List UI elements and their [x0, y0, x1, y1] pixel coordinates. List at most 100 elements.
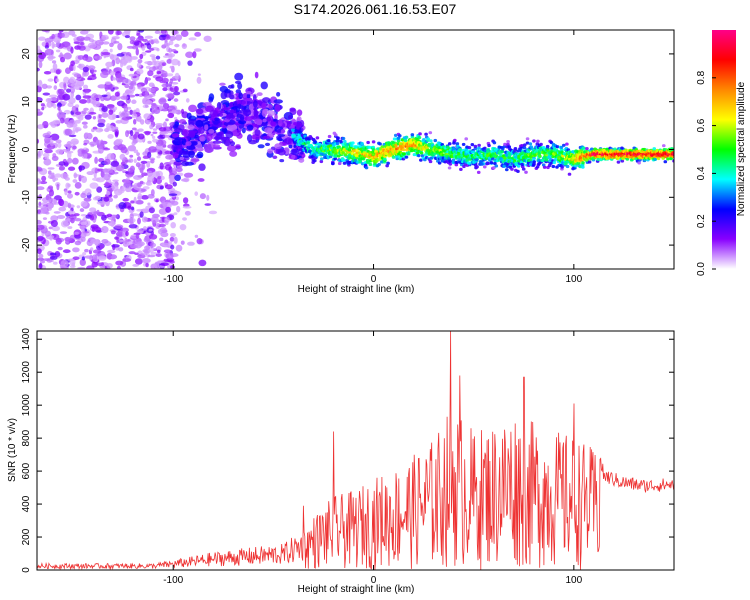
- spectrogram-cell: [585, 146, 589, 151]
- spectrogram-cell: [43, 71, 52, 75]
- spectrogram-cell: [152, 131, 158, 134]
- spectrogram-cell: [87, 65, 96, 71]
- spectrogram-cell: [64, 236, 73, 242]
- spectrogram-cell: [142, 186, 150, 190]
- spectrogram-cell: [62, 249, 71, 254]
- spectrogram-cell: [79, 175, 84, 178]
- spectrogram-cell: [404, 155, 409, 159]
- x-tick-label: 100: [565, 274, 582, 285]
- y-tick-label: -10: [21, 190, 32, 205]
- spectrogram-cell: [79, 30, 89, 35]
- spectrogram-cell: [49, 252, 57, 256]
- spectrogram-cell: [419, 158, 423, 162]
- spectrogram-cell: [500, 147, 505, 151]
- spectrogram-cell: [196, 76, 202, 84]
- spectrogram-cell: [167, 98, 172, 102]
- spectrogram-cell: [482, 165, 487, 169]
- spectrogram-cell: [155, 199, 159, 203]
- spectrogram-cell: [56, 111, 66, 119]
- spectrogram-cell: [175, 244, 183, 252]
- spectrogram-cell: [74, 104, 80, 108]
- spectrogram-cell: [132, 263, 139, 267]
- spectrogram-cell: [131, 127, 137, 131]
- spectrogram-cell: [277, 149, 286, 156]
- spectrogram-cell: [55, 237, 62, 245]
- spectrogram-cell: [416, 154, 421, 158]
- spectrogram-cell: [287, 129, 293, 137]
- spectrogram-cell: [171, 133, 180, 138]
- colorbar: 0.0 0.2 0.4 0.6 0.8 Normalized spectral ampl…: [696, 30, 747, 276]
- spectrogram-cell: [124, 35, 131, 39]
- spectrogram-cell: [55, 78, 60, 83]
- spectrogram-cell: [69, 264, 76, 269]
- spectrogram-cell: [44, 156, 49, 160]
- spectrogram-cell: [291, 128, 295, 132]
- spectrogram-cell: [260, 81, 268, 90]
- spectrogram-cell: [91, 254, 98, 262]
- spectrogram-cell: [92, 126, 98, 130]
- spectrogram-cell: [164, 184, 173, 190]
- spectrogram-cell: [102, 51, 111, 56]
- spectrogram-cell: [82, 66, 89, 73]
- spectrogram-cell: [157, 175, 162, 180]
- spectrogram-cell: [652, 147, 657, 151]
- spectrogram-cell: [113, 194, 118, 199]
- spectrogram-cell: [336, 136, 340, 140]
- spectrogram-cell: [150, 242, 154, 249]
- spectrogram-cell: [313, 140, 318, 144]
- spectrogram-cell: [37, 235, 44, 242]
- spectrogram-cell: [120, 95, 129, 100]
- spectrogram-cell: [347, 148, 352, 152]
- spectrogram-cell: [475, 165, 479, 169]
- spectrogram-cell: [111, 184, 119, 192]
- spectrogram-cell: [73, 174, 80, 177]
- spectrogram-cell: [229, 141, 236, 146]
- spectrogram-cell: [97, 84, 107, 89]
- spectrogram-cell: [82, 252, 87, 256]
- spectrogram-cell: [208, 128, 215, 134]
- spectrogram-cell: [470, 143, 475, 147]
- spectrogram-cell: [326, 155, 330, 159]
- spectrogram-cell: [134, 258, 143, 265]
- spectrogram-cell: [447, 142, 452, 146]
- spectrogram-cell: [107, 30, 114, 35]
- spectrogram-cell: [77, 150, 82, 157]
- spectrogram-cell: [153, 109, 161, 114]
- spectrogram-cell: [101, 94, 108, 98]
- spectrogram-cell: [130, 80, 137, 85]
- spectrogram-cell: [67, 157, 73, 164]
- spectrogram-cell: [352, 149, 357, 153]
- spectrogram-cell: [253, 118, 263, 125]
- spectrogram-cell: [637, 161, 641, 165]
- spectrogram-cell: [229, 94, 235, 100]
- spectrogram-cell: [571, 150, 575, 154]
- spectrogram-cell: [148, 207, 155, 214]
- spectrogram-cell: [95, 177, 105, 183]
- spectrogram-cell: [39, 181, 48, 185]
- spectrogram-cell: [174, 43, 180, 48]
- spectrogram-cell: [105, 91, 111, 99]
- spectrogram-cell: [97, 122, 105, 128]
- spectrogram-cell: [52, 103, 57, 109]
- spectrogram-cell: [178, 150, 187, 156]
- spectrogram-cell: [150, 216, 159, 224]
- spectrogram-cell: [262, 135, 271, 140]
- spectrogram-cell: [458, 148, 462, 152]
- y-tick-label: 1200: [21, 361, 32, 384]
- spectrogram-cell: [102, 70, 111, 76]
- spectrogram-cell: [198, 163, 206, 171]
- spectrogram-cell: [391, 155, 396, 159]
- spectrogram-cell: [156, 155, 161, 159]
- spectrogram-cell: [160, 73, 164, 79]
- spectrogram-cell: [246, 94, 251, 99]
- spectrogram-cell: [40, 103, 45, 107]
- spectrogram-cell: [71, 140, 79, 145]
- spectrogram-cell: [145, 50, 152, 53]
- spectrogram-cell: [203, 35, 212, 42]
- spectrogram-cell: [492, 141, 497, 145]
- spectrogram-cell: [196, 141, 201, 145]
- spectrogram-cell: [61, 148, 70, 152]
- spectrogram-cell: [277, 133, 286, 137]
- spectrogram-cell: [111, 171, 119, 175]
